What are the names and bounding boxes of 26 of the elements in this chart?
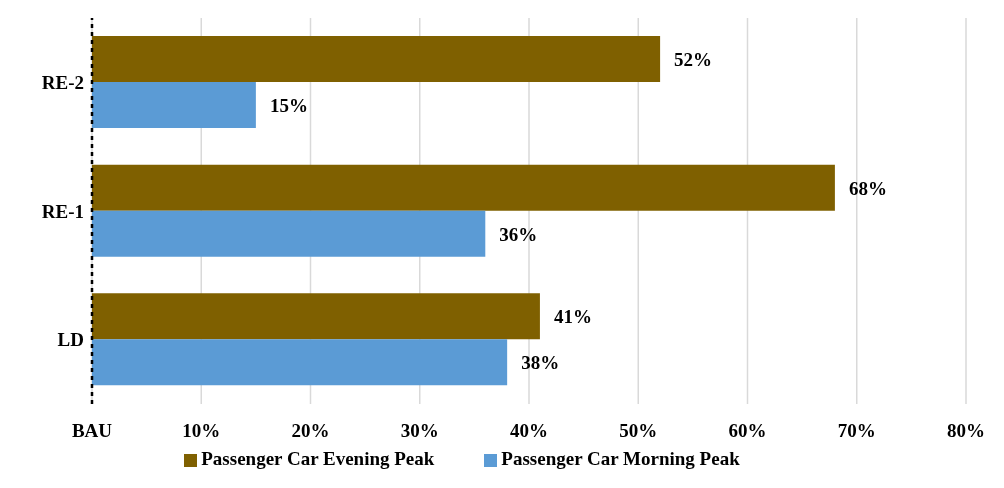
bar [92,36,661,83]
x-tick-label: 10% [182,420,221,442]
x-tick-label: 80% [947,420,985,442]
bar [92,210,486,257]
bar [92,164,835,211]
bar [92,293,540,340]
x-tick-label: 30% [400,420,439,442]
x-tick-label: 40% [510,420,548,442]
legend-label: Passenger Car Morning Peak [501,448,740,469]
data-label: 41% [553,306,592,328]
x-tick-label: BAU [71,420,113,442]
data-label: 38% [521,352,560,374]
y-tick-label: RE-2 [41,72,84,94]
bar [92,82,256,129]
y-tick-label: RE-1 [41,200,84,222]
x-tick-label: 70% [837,420,876,442]
data-label: 36% [499,223,538,245]
data-label: 52% [674,49,713,71]
x-tick-label: 60% [728,420,767,442]
data-label: 15% [269,95,308,117]
bar [92,339,508,386]
data-label: 68% [848,177,887,199]
legend-label: Passenger Car Evening Peak [201,448,435,469]
x-tick-label: 20% [291,420,330,442]
x-tick-label: 50% [619,420,658,442]
y-tick-label: LD [57,329,84,351]
